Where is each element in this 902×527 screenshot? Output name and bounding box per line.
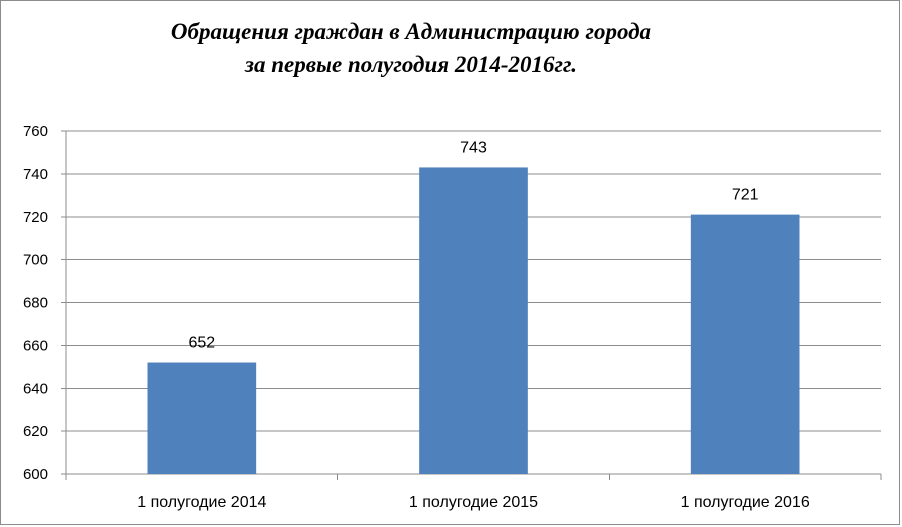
x-category-label: 1 полугодие 2014	[137, 494, 266, 511]
y-tick-label: 760	[23, 123, 48, 140]
chart-title: Обращения граждан в Администрацию города…	[61, 15, 761, 81]
y-tick-label: 680	[23, 295, 48, 312]
y-tick-label: 720	[23, 209, 48, 226]
data-label: 652	[188, 335, 215, 352]
chart-title-line-1: Обращения граждан в Администрацию города	[170, 19, 652, 44]
y-tick-label: 620	[23, 423, 48, 440]
y-tick-label: 600	[23, 466, 48, 483]
x-category-label: 1 полугодие 2016	[681, 494, 810, 511]
y-tick-label: 660	[23, 337, 48, 354]
bar	[147, 362, 257, 474]
chart-title-line-2: за первые полугодия 2014-2016гг.	[245, 52, 577, 77]
x-category-label: 1 полугодие 2015	[409, 494, 538, 511]
y-tick-label: 640	[23, 380, 48, 397]
y-tick-label: 700	[23, 252, 48, 269]
y-tick-label: 740	[23, 166, 48, 183]
data-label: 743	[460, 139, 487, 156]
bar	[690, 214, 800, 474]
bar	[419, 167, 528, 474]
data-label: 721	[732, 187, 759, 204]
